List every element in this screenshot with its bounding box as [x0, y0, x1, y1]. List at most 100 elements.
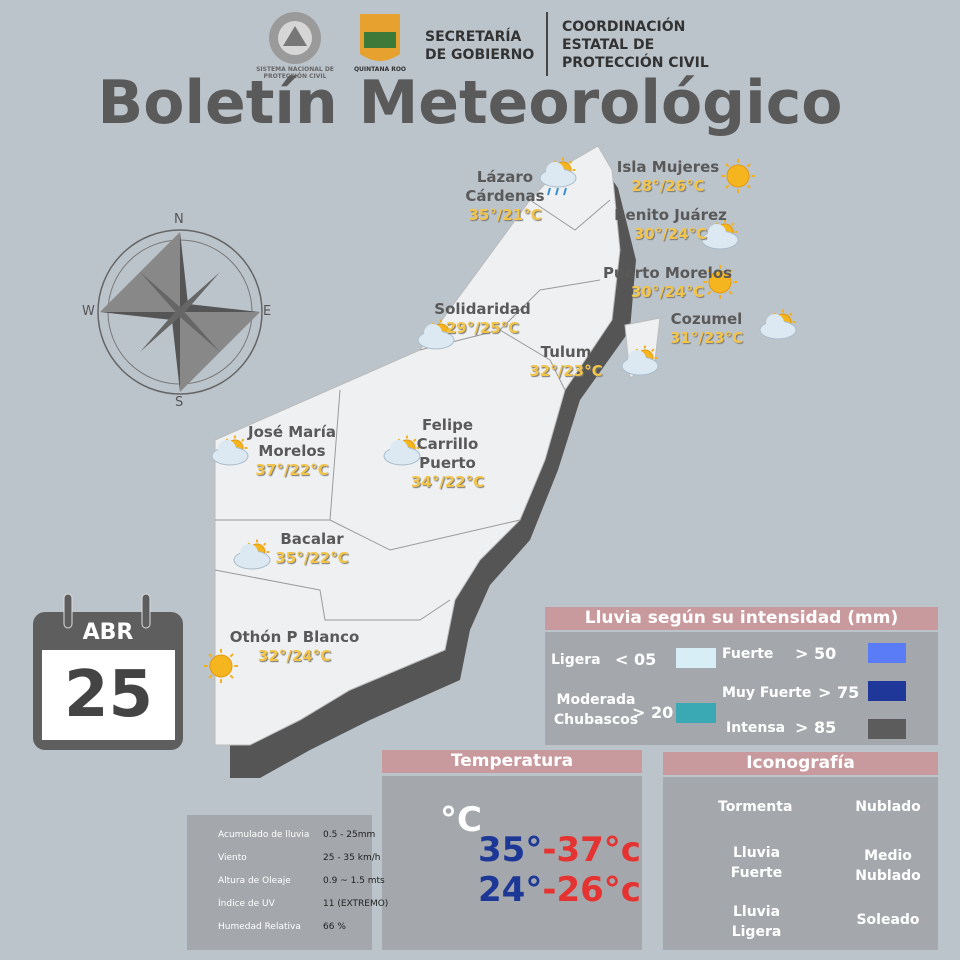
cloud: [708, 224, 726, 242]
info-label: Acumulado de lluvia: [218, 830, 310, 840]
border: [529, 199, 611, 231]
sun-ray: [651, 348, 655, 352]
info-row: Viento 25 - 35 km/h: [218, 853, 380, 863]
city-label: José María Morelos 37°/22°C: [232, 423, 352, 480]
sun-ray: [208, 674, 213, 679]
city-name: Puerto Morelos: [602, 264, 733, 282]
city-name: Solidaridad: [434, 300, 531, 318]
sun-ray: [413, 438, 417, 442]
info-box: [187, 815, 372, 950]
info-label: Altura de Oleaje: [218, 876, 291, 886]
sun-ray: [789, 312, 793, 316]
rain-threshold: < 05: [615, 650, 657, 669]
sun-ray: [707, 269, 712, 274]
compass-w: W: [82, 304, 95, 319]
sun-ray: [229, 674, 234, 679]
rain-legend-title: Lluvia según su intensidad (mm): [545, 607, 938, 630]
temp-max: -26°c: [542, 870, 641, 910]
icon-label: Soleado: [856, 912, 920, 928]
rain-label: Intensa: [726, 720, 786, 736]
city-label: Tulum 32°/23°C: [520, 343, 612, 381]
city-temp: 37°/22°C: [255, 461, 329, 479]
rain-label: Moderada Chubascos: [553, 692, 639, 728]
calendar-month: ABR: [82, 620, 134, 645]
sun-ray: [746, 163, 751, 168]
city-name: Isla Mujeres: [616, 158, 720, 176]
city-name: Cozumel: [670, 310, 743, 328]
city-label: Isla Mujeres 28°/26°C: [608, 158, 728, 196]
sun: [726, 164, 750, 188]
info-label: Humedad Relativa: [218, 922, 301, 932]
city-name: Felipe Carrillo Puerto: [416, 416, 479, 472]
sun-ray: [569, 160, 573, 164]
iconography-title: Iconografía: [663, 752, 938, 775]
compass-ring: [97, 229, 263, 395]
sun-ray: [241, 438, 245, 442]
info-label: Viento: [218, 853, 247, 863]
agency: COORDINACIÓN ESTATAL DE PROTECCIÓN CIVIL: [562, 19, 709, 71]
city-label: Solidaridad 29°/25°C: [425, 300, 540, 338]
city-name: Othón P Blanco: [229, 628, 360, 646]
rain-threshold: > 85: [795, 718, 837, 737]
city-label: Othón P Blanco 32°/24°C: [222, 628, 367, 666]
sun-ray: [725, 184, 730, 189]
cloud: [424, 324, 442, 342]
icon-label: Medio Nublado: [855, 848, 921, 884]
city-temp: 34°/22°C: [410, 473, 485, 491]
city-name: Benito Juárez: [614, 206, 727, 224]
city-name: José María Morelos: [248, 423, 336, 460]
info-value: 25 - 35 km/h: [323, 853, 381, 863]
info-value: 66 %: [323, 922, 346, 932]
temp-range: 35°-37°c: [478, 830, 641, 870]
temp-min: 35°: [478, 830, 543, 870]
city-label: Bacalar 35°/22°C: [262, 530, 362, 568]
cloud: [628, 350, 646, 368]
info-row: Índice de UV 11 (EXTREMO): [218, 899, 388, 909]
city-temp: 30°/24°C: [630, 283, 705, 301]
city-label: Cozumel 31°/23°C: [664, 310, 749, 348]
rain-threshold: > 50: [795, 644, 837, 663]
city-label: Felipe Carrillo Puerto 34°/22°C: [390, 416, 505, 492]
rain-label: Muy Fuerte: [722, 685, 812, 701]
temp-max: -37°c: [542, 830, 641, 870]
info-value: 0.5 - 25mm: [323, 830, 376, 840]
info-value: 0.9 ~ 1.5 mts: [323, 876, 385, 886]
agency: SECRETARÍA DE GOBIERNO: [425, 29, 535, 63]
sun-ray: [229, 653, 234, 658]
icon-label: Tormenta: [718, 799, 793, 815]
rain-swatch: [676, 703, 716, 723]
rain-label: Fuerte: [722, 646, 774, 662]
compass-s: S: [175, 395, 184, 410]
city-temp: 29°/25°C: [445, 319, 520, 337]
sun-ray: [707, 290, 712, 295]
sun-ray: [731, 222, 735, 226]
sun-ray: [728, 290, 733, 295]
city-name: Lázaro Cárdenas: [465, 168, 545, 205]
rain-swatch: [676, 648, 716, 668]
logo-caption: SISTEMA NACIONAL DE PROTECCIÓN CIVIL: [256, 66, 334, 80]
logo-triangle: [283, 26, 307, 46]
sun-ray: [447, 322, 451, 326]
cloud: [390, 440, 408, 458]
sun: [209, 654, 233, 678]
calendar-ring: [141, 593, 151, 629]
sun-ray: [746, 184, 751, 189]
city-label: Benito Juárez 30°/24°C: [608, 206, 733, 244]
border: [419, 279, 601, 351]
icon-label: Lluvia Fuerte: [730, 845, 783, 881]
compass-diagonal: [140, 272, 220, 352]
city-temp: 28°/26°C: [631, 177, 705, 195]
border: [499, 329, 566, 391]
city-temp: 30°/24°C: [633, 225, 708, 243]
sun-ray: [728, 269, 733, 274]
calendar-ring: [63, 593, 73, 629]
cloud: [218, 440, 236, 458]
rain-swatch: [868, 681, 906, 701]
city-temp: 32°/23°C: [529, 362, 603, 380]
temp-min: 24°: [478, 870, 543, 910]
sun: [708, 270, 732, 294]
rain-swatch: [868, 719, 906, 739]
info-row: Humedad Relativa 66 %: [218, 922, 368, 932]
compass-n: N: [174, 212, 184, 227]
